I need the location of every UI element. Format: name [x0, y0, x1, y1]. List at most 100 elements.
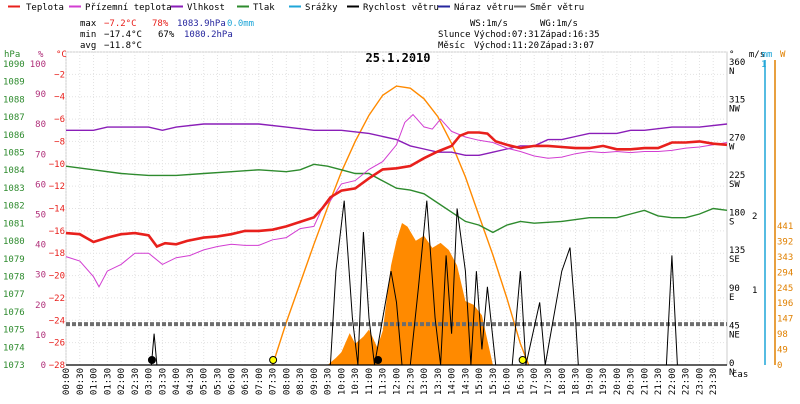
hpa-tick-label: 1078: [3, 272, 25, 282]
stat-moonset: Západ:3:07: [540, 41, 594, 51]
time-tick-label: 06:00: [227, 368, 237, 395]
direction-tick-cardinal: NE: [729, 330, 740, 340]
legend-swatch-temperature: [8, 5, 20, 8]
time-tick-label: 17:00: [530, 368, 540, 395]
legend-item-ground-temperature: Přízemní teplota: [69, 3, 172, 13]
direction-tick-label: 315: [729, 96, 745, 106]
direction-tick-label: 90: [729, 284, 740, 294]
temp-tick-label: −12: [49, 182, 65, 192]
radiation-tick-label: 343: [777, 253, 793, 263]
time-tick-label: 00:00: [62, 368, 72, 395]
direction-tick-label: 180: [729, 209, 745, 219]
direction-tick-label: 360: [729, 58, 745, 68]
rain-tick-label: 1: [761, 60, 766, 70]
time-tick-label: 16:30: [516, 368, 526, 395]
time-tick-label: 23:00: [695, 368, 705, 395]
hpa-tick-label: 1077: [3, 290, 25, 300]
time-tick-label: 13:30: [434, 368, 444, 395]
time-tick-label: 02:30: [131, 368, 141, 395]
radiation-curve: [271, 85, 530, 366]
stat-max-temp: −7.2°C: [104, 19, 137, 29]
time-tick-label: 07:30: [269, 368, 279, 395]
humidity-line: [66, 123, 728, 156]
radiation-axis-unit: W: [780, 50, 786, 60]
radiation-tick-label: 0: [777, 361, 782, 371]
radiation-tick-label: 392: [777, 237, 793, 247]
hpa-tick-label: 1075: [3, 326, 25, 336]
time-tick-label: 22:30: [682, 368, 692, 395]
temp-axis-unit: °C: [56, 50, 67, 60]
legend-item-temperature: Teplota: [8, 3, 64, 13]
humidity-tick-label: 0: [41, 361, 46, 371]
time-tick-label: 16:00: [503, 368, 513, 395]
time-tick-label: 04:30: [186, 368, 196, 395]
stat-min-temp: −17.4°C: [104, 30, 142, 40]
humidity-tick-label: 50: [35, 211, 46, 221]
time-tick-label: 22:00: [668, 368, 678, 395]
time-tick-label: 14:30: [461, 368, 471, 395]
hpa-tick-label: 1079: [3, 255, 25, 265]
legend-swatch-wind-speed: [347, 5, 359, 8]
radiation-tick-label: 294: [777, 268, 793, 278]
temp-tick-label: −28: [49, 361, 65, 371]
direction-tick-label: 0: [729, 359, 734, 369]
time-tick-label: 10:00: [337, 368, 347, 395]
time-tick-label: 19:30: [599, 368, 609, 395]
temp-tick-label: −6: [54, 115, 65, 125]
direction-tick-label: 45: [729, 321, 740, 331]
stat-wind-gust: WG:1m/s: [540, 19, 578, 29]
temp-tick-label: −10: [49, 160, 65, 170]
radiation-tick-label: 98: [777, 330, 788, 340]
moonrise-marker: [374, 356, 383, 364]
humidity-tick-label: 100: [30, 60, 46, 70]
legend-item-pressure: Tlak: [237, 3, 275, 13]
humidity-tick-label: 10: [35, 331, 46, 341]
stat-avg-label: avg: [80, 41, 96, 51]
time-tick-label: 10:30: [351, 368, 361, 395]
stat-sun-label: Slunce: [438, 30, 471, 40]
direction-tick-cardinal: W: [729, 142, 735, 152]
time-tick-label: 01:00: [90, 368, 100, 395]
hpa-axis-unit: hPa: [4, 50, 20, 60]
legend-swatch-pressure: [237, 5, 249, 8]
direction-tick-cardinal: E: [729, 293, 734, 303]
time-tick-label: 11:30: [379, 368, 389, 395]
legend-swatch-humidity: [171, 5, 183, 8]
direction-tick-cardinal: SE: [729, 255, 740, 265]
time-tick-label: 09:30: [324, 368, 334, 395]
humidity-tick-label: 80: [35, 120, 46, 130]
humidity-tick-label: 20: [35, 301, 46, 311]
direction-tick-label: 135: [729, 246, 745, 256]
time-tick-label: 21:30: [654, 368, 664, 395]
legend: Teplota Přízemní teplota Vlhkost Tlak Sr…: [8, 3, 584, 13]
direction-tick-label: 225: [729, 171, 745, 181]
wind-axis-unit: m/s: [749, 50, 765, 60]
stat-moonrise: Východ:11:20: [474, 41, 539, 51]
sunrise-marker: [269, 356, 278, 364]
chart-title: 25.1.2010: [365, 51, 430, 65]
wind-speed-line: [66, 200, 727, 366]
hpa-tick-label: 1087: [3, 113, 25, 123]
hpa-tick-label: 1073: [3, 361, 25, 371]
wind-tick-label: 2: [752, 212, 757, 222]
time-tick-label: 05:30: [213, 368, 223, 395]
hpa-tick-label: 1074: [3, 343, 25, 353]
temp-tick-label: −22: [49, 294, 65, 304]
radiation-tick-label: 49: [777, 346, 788, 356]
time-tick-label: 11:00: [365, 368, 375, 395]
time-tick-label: 01:30: [103, 368, 113, 395]
stat-wind-speed: WS:1m/s: [470, 19, 508, 29]
ground-temperature-line: [65, 113, 728, 288]
sunset-marker: [518, 356, 527, 364]
temp-tick-label: −18: [49, 249, 65, 259]
time-tick-label: 17:30: [544, 368, 554, 395]
direction-tick-cardinal: SW: [729, 180, 740, 190]
legend-label-precipitation: Srážky: [305, 3, 338, 13]
time-tick-label: 20:30: [627, 368, 637, 395]
stat-min-pressure: 1080.2hPa: [184, 30, 233, 40]
time-tick-label: 09:00: [310, 368, 320, 395]
radiation-tick-label: 147: [777, 315, 793, 325]
stat-max-label: max: [80, 19, 97, 29]
temp-tick-label: −2: [54, 70, 65, 80]
